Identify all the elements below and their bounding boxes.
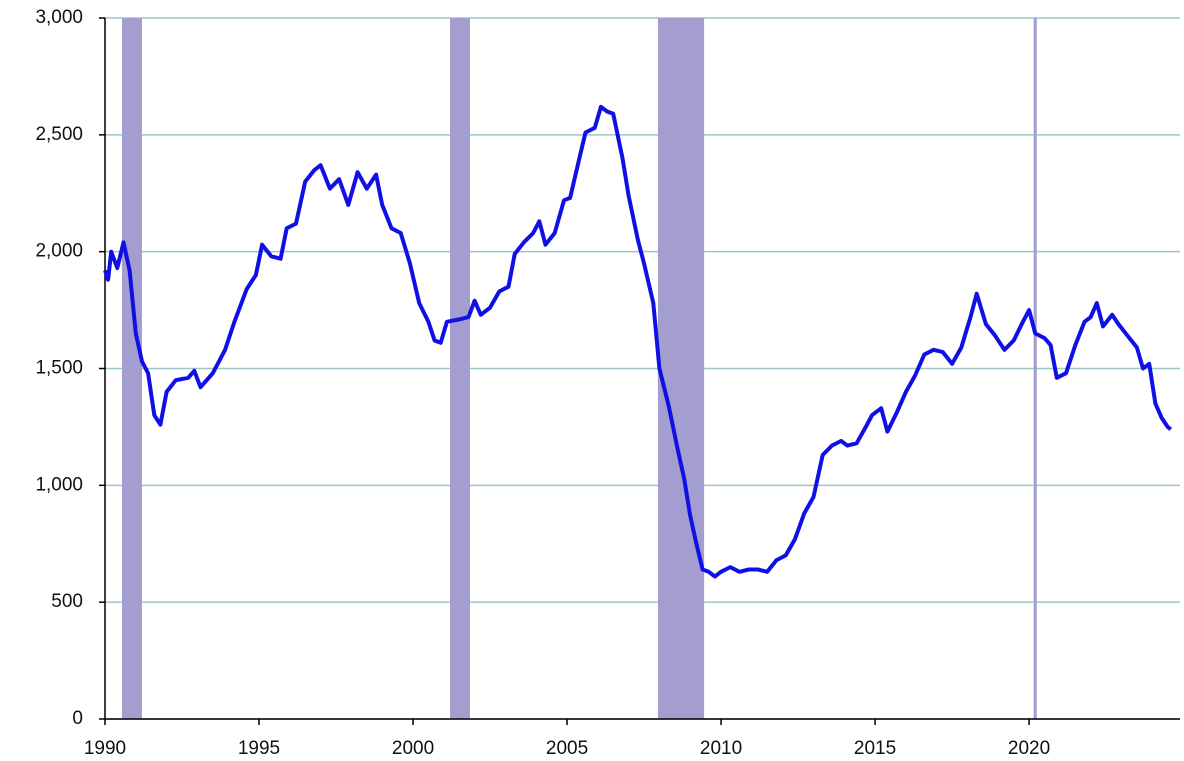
x-tick-label: 2005 (546, 738, 588, 759)
x-tick-label: 2000 (392, 738, 434, 759)
y-tick-label: 0 (72, 708, 83, 729)
recession-band (657, 18, 705, 719)
x-tick-label: 2020 (1008, 738, 1050, 759)
recession-band (121, 18, 142, 719)
y-tick-label: 1,500 (35, 358, 83, 379)
data-line (103, 104, 1173, 579)
y-tick-label: 3,000 (35, 7, 83, 28)
y-tick-label: 2,500 (35, 124, 83, 145)
y-tick-label: 2,000 (35, 241, 83, 262)
x-tick-label: 2015 (854, 738, 896, 759)
x-tick-label: 1990 (84, 738, 126, 759)
recession-band (449, 18, 471, 719)
y-tick-label: 1,000 (35, 474, 83, 495)
x-tick-label: 2010 (700, 738, 742, 759)
y-tick-label: 500 (51, 591, 83, 612)
x-tick-label: 1995 (238, 738, 280, 759)
recession-band (1033, 18, 1037, 719)
